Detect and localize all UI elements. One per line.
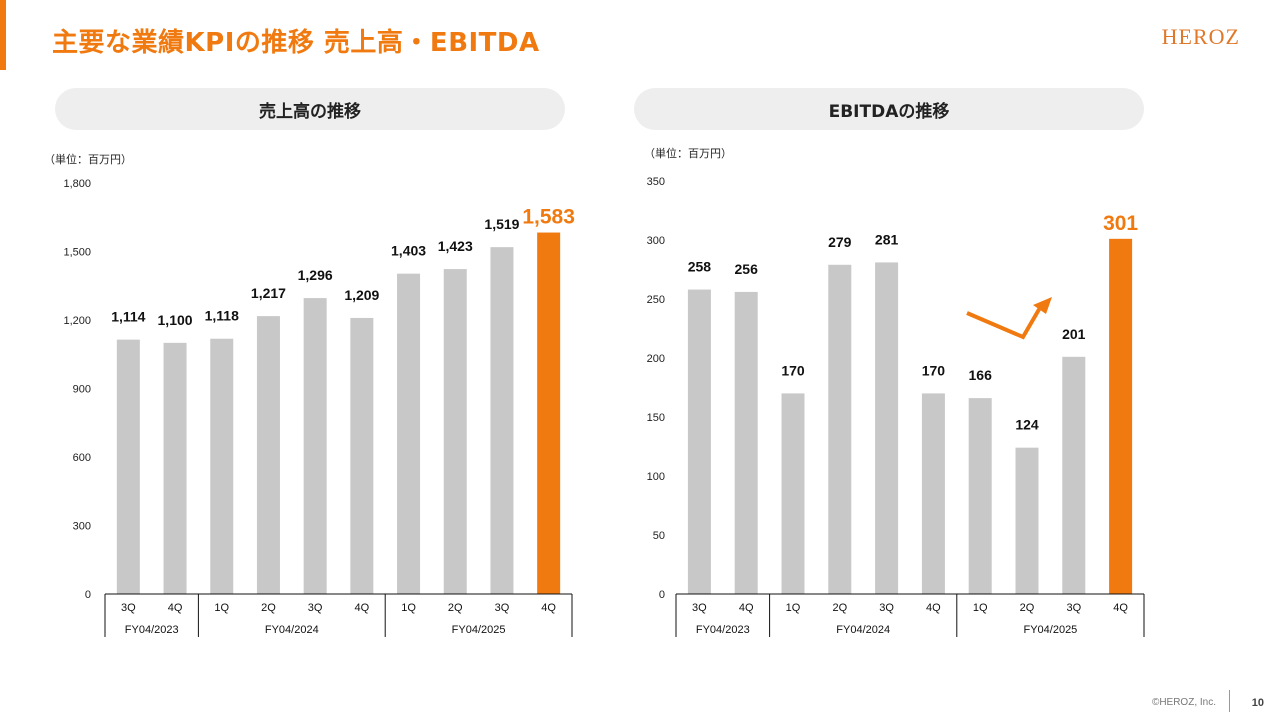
ebitda-bar xyxy=(968,398,992,594)
revenue-bar xyxy=(397,273,421,594)
revenue-value-label: 1,100 xyxy=(158,312,193,328)
ebitda-chart-header: EBITDAの推移 xyxy=(634,88,1144,130)
ebitda-xtick-label: 3Q xyxy=(692,602,707,614)
revenue-ytick-label: 1,500 xyxy=(63,247,91,259)
ebitda-bar xyxy=(734,291,758,594)
ebitda-value-label: 170 xyxy=(781,362,805,378)
trend-arrow-line xyxy=(966,304,1043,340)
revenue-bar xyxy=(490,247,514,594)
revenue-xtick-label: 3Q xyxy=(495,602,510,614)
revenue-bar xyxy=(537,232,561,594)
ebitda-unit-label: （単位：百万円） xyxy=(644,147,732,160)
revenue-group-label: FY04/2024 xyxy=(265,624,319,636)
ebitda-bar xyxy=(875,262,899,594)
revenue-bar xyxy=(210,338,234,594)
revenue-value-label: 1,118 xyxy=(205,308,239,324)
ebitda-value-label: 256 xyxy=(735,261,759,277)
ebitda-value-label: 201 xyxy=(1062,326,1086,342)
revenue-ytick-label: 900 xyxy=(73,384,91,396)
revenue-xtick-label: 1Q xyxy=(401,602,416,614)
revenue-xtick-label: 4Q xyxy=(355,602,370,614)
ebitda-bar xyxy=(828,264,852,594)
revenue-bar xyxy=(350,317,374,594)
revenue-ytick-label: 0 xyxy=(85,589,91,601)
revenue-xtick-label: 3Q xyxy=(121,602,136,614)
ebitda-ytick-label: 250 xyxy=(647,294,665,306)
revenue-xtick-label: 2Q xyxy=(261,602,276,614)
revenue-bar xyxy=(116,339,140,594)
ebitda-ytick-label: 200 xyxy=(647,353,665,365)
ebitda-bar xyxy=(1015,447,1039,594)
ebitda-value-label: 258 xyxy=(688,259,712,275)
ebitda-xtick-label: 2Q xyxy=(1020,602,1035,614)
ebitda-value-label: 279 xyxy=(828,234,852,250)
ebitda-value-label: 281 xyxy=(875,231,899,247)
ebitda-ytick-label: 150 xyxy=(647,412,665,424)
revenue-value-label: 1,403 xyxy=(391,243,426,259)
ebitda-value-label: 301 xyxy=(1103,212,1138,235)
revenue-bar xyxy=(163,342,187,594)
ebitda-ytick-label: 0 xyxy=(659,589,665,601)
revenue-ytick-label: 1,200 xyxy=(63,315,91,327)
ebitda-xtick-label: 4Q xyxy=(1113,602,1128,614)
ebitda-xtick-label: 1Q xyxy=(973,602,988,614)
page-number: 10 xyxy=(1251,697,1264,709)
ebitda-bar xyxy=(781,393,805,594)
ebitda-group-label: FY04/2023 xyxy=(696,624,750,636)
revenue-group-label: FY04/2023 xyxy=(125,624,179,636)
ebitda-xtick-label: 4Q xyxy=(926,602,941,614)
copyright: ©HEROZ, Inc. xyxy=(1151,697,1216,708)
revenue-xtick-label: 4Q xyxy=(541,602,556,614)
ebitda-ytick-label: 300 xyxy=(647,235,665,247)
ebitda-xtick-label: 3Q xyxy=(879,602,894,614)
ebitda-value-label: 170 xyxy=(922,362,946,378)
revenue-ytick-label: 600 xyxy=(73,452,91,464)
ebitda-ytick-label: 50 xyxy=(653,530,665,542)
ebitda-group-label: FY04/2025 xyxy=(1023,624,1077,636)
ebitda-bar xyxy=(921,393,945,594)
ebitda-bar xyxy=(687,289,711,594)
revenue-value-label: 1,114 xyxy=(111,309,145,325)
ebitda-bar xyxy=(1062,356,1086,594)
ebitda-ytick-label: 100 xyxy=(647,471,665,483)
revenue-xtick-label: 4Q xyxy=(168,602,183,614)
revenue-group-label: FY04/2025 xyxy=(452,624,506,636)
revenue-xtick-label: 3Q xyxy=(308,602,323,614)
revenue-value-label: 1,296 xyxy=(298,267,333,283)
ebitda-xtick-label: 1Q xyxy=(786,602,801,614)
revenue-value-label: 1,209 xyxy=(344,287,379,303)
revenue-value-label: 1,519 xyxy=(484,216,519,232)
revenue-chart-header: 売上高の推移 xyxy=(55,88,565,130)
revenue-ytick-label: 300 xyxy=(73,521,91,533)
page-title: 主要な業績KPIの推移 売上高・EBITDA xyxy=(52,28,540,58)
ebitda-xtick-label: 4Q xyxy=(739,602,754,614)
ebitda-xtick-label: 2Q xyxy=(832,602,847,614)
revenue-ytick-label: 1,800 xyxy=(63,178,91,190)
accent-bar xyxy=(0,0,6,70)
revenue-unit-label: （単位：百万円） xyxy=(44,153,132,166)
revenue-bar xyxy=(256,316,280,594)
revenue-bar xyxy=(443,269,467,594)
revenue-value-label: 1,217 xyxy=(251,285,286,301)
trend-arrow-head xyxy=(1033,297,1052,314)
footer-divider xyxy=(1229,690,1230,712)
revenue-value-label: 1,583 xyxy=(522,206,575,229)
revenue-xtick-label: 1Q xyxy=(214,602,229,614)
ebitda-bar xyxy=(1109,238,1133,594)
ebitda-ytick-label: 350 xyxy=(647,176,665,188)
revenue-bar xyxy=(303,298,327,594)
revenue-xtick-label: 2Q xyxy=(448,602,463,614)
revenue-value-label: 1,423 xyxy=(438,238,473,254)
ebitda-group-label: FY04/2024 xyxy=(836,624,890,636)
ebitda-value-label: 166 xyxy=(969,367,993,383)
ebitda-value-label: 124 xyxy=(1015,417,1039,433)
ebitda-xtick-label: 3Q xyxy=(1066,602,1081,614)
heroz-logo: HEROZ xyxy=(1161,24,1240,49)
